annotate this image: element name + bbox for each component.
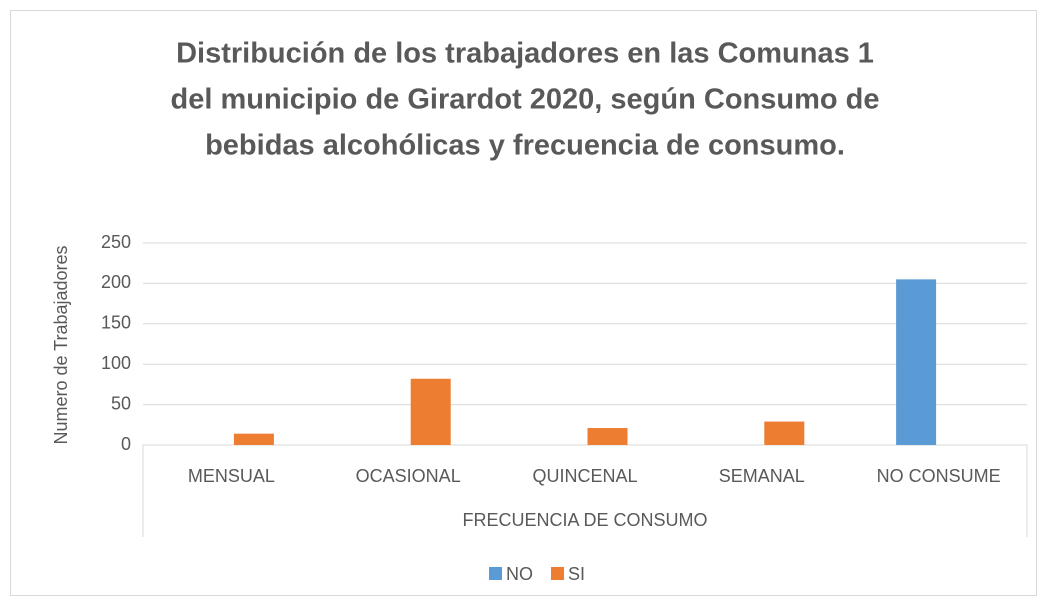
chart-title: Distribución de los trabajadores en las … [176,38,874,70]
x-tick-label: MENSUAL [188,466,275,486]
bar [410,378,451,445]
legend-label: SI [568,564,585,584]
y-tick-label: 50 [111,393,131,413]
y-tick-label: 200 [101,272,131,292]
bar [896,279,937,445]
y-tick-label: 250 [101,232,131,252]
legend-swatch [489,567,502,580]
x-axis-label: FRECUENCIA DE CONSUMO [462,510,707,530]
x-tick-label: SEMANAL [719,466,805,486]
legend-label: NO [506,564,533,584]
bar [587,428,628,445]
bar [764,421,805,445]
x-tick-label: NO CONSUME [877,466,1001,486]
y-axis-label: Numero de Trabajadores [51,245,71,444]
x-tick-label: QUINCENAL [532,466,637,486]
chart-title: del municipio de Girardot 2020, según Co… [170,84,879,116]
legend-swatch [551,567,564,580]
chart-border [10,10,1037,596]
y-tick-label: 100 [101,353,131,373]
bar [233,433,274,445]
y-tick-label: 0 [121,434,131,454]
y-tick-label: 150 [101,313,131,333]
chart-title: bebidas alcohólicas y frecuencia de cons… [205,130,845,162]
x-tick-label: OCASIONAL [356,466,461,486]
